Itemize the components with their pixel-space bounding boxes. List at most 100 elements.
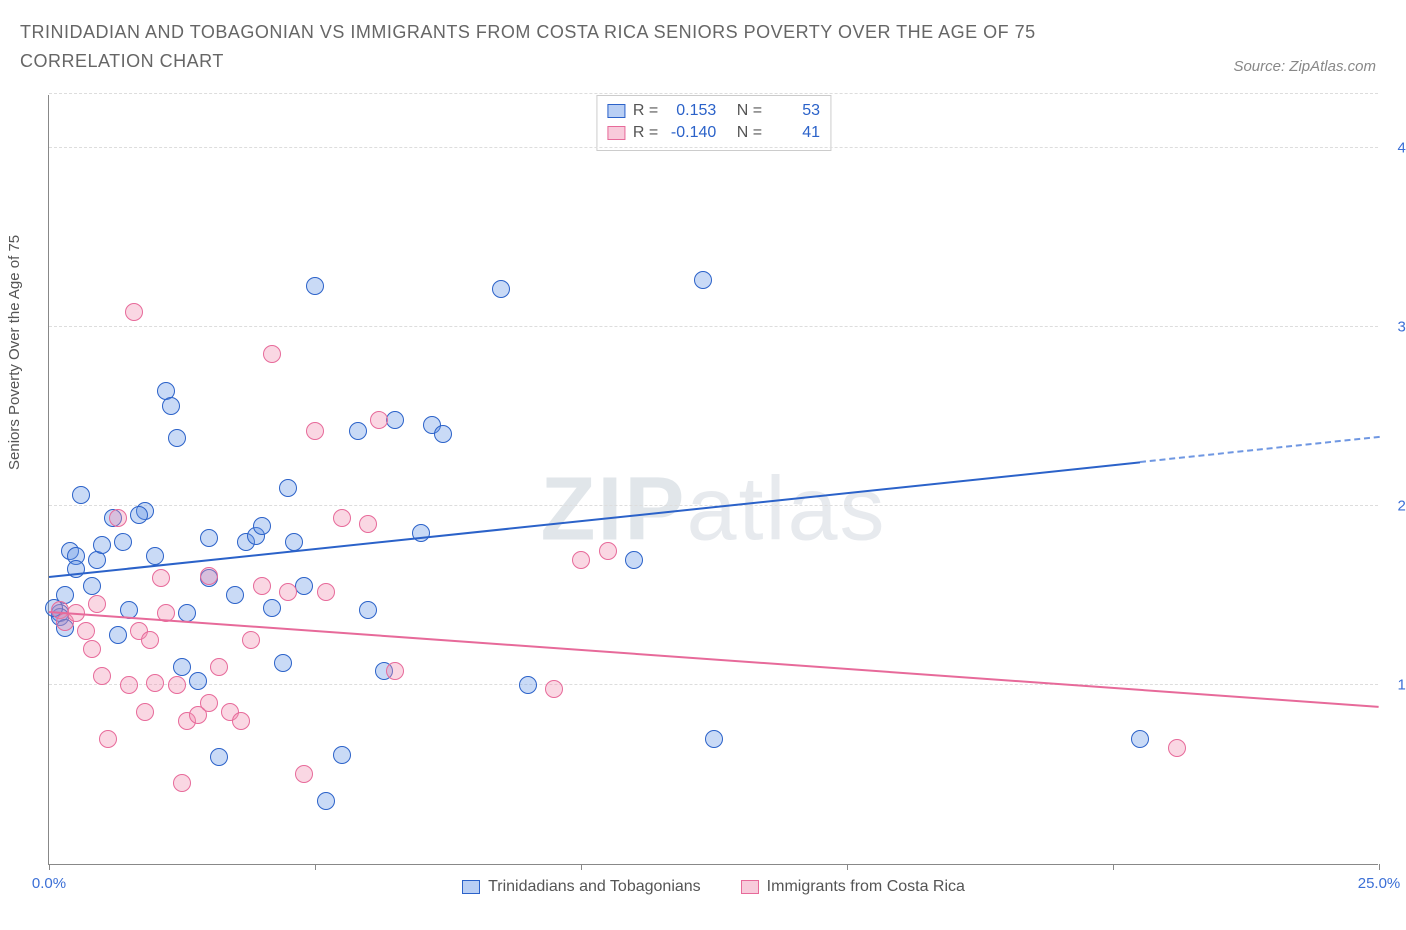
data-point: [263, 345, 281, 363]
n-label: N =: [737, 124, 762, 142]
y-axis-label: Seniors Poverty Over the Age of 75: [6, 235, 23, 470]
trend-line: [49, 611, 1379, 708]
data-point: [141, 631, 159, 649]
data-point: [173, 658, 191, 676]
trend-line: [1139, 436, 1379, 463]
x-tick: [1113, 864, 1114, 870]
source-attribution: Source: ZipAtlas.com: [1233, 58, 1376, 75]
data-point: [545, 680, 563, 698]
r-label: R =: [633, 102, 658, 120]
swatch-series-b: [741, 880, 759, 894]
data-point: [333, 509, 351, 527]
data-point: [599, 542, 617, 560]
data-point: [625, 551, 643, 569]
watermark-light: atlas: [686, 460, 886, 560]
data-point: [146, 674, 164, 692]
data-point: [152, 569, 170, 587]
data-point: [200, 567, 218, 585]
data-point: [173, 774, 191, 792]
data-point: [109, 509, 127, 527]
correlation-row-series-a: R = 0.153 N = 53: [607, 100, 820, 122]
gridline-h: [49, 684, 1378, 685]
gridline-h: [49, 326, 1378, 327]
data-point: [99, 730, 117, 748]
data-point: [130, 506, 148, 524]
legend-item-series-b: Immigrants from Costa Rica: [741, 878, 965, 896]
data-point: [1168, 739, 1186, 757]
chart-title: TRINIDADIAN AND TOBAGONIAN VS IMMIGRANTS…: [20, 18, 1120, 76]
data-point: [359, 515, 377, 533]
data-point: [274, 654, 292, 672]
data-point: [200, 694, 218, 712]
r-label: R =: [633, 124, 658, 142]
data-point: [168, 676, 186, 694]
x-tick-label: 25.0%: [1358, 875, 1401, 892]
data-point: [120, 676, 138, 694]
data-point: [306, 277, 324, 295]
data-point: [279, 583, 297, 601]
x-tick: [49, 864, 50, 870]
data-point: [295, 577, 313, 595]
data-point: [434, 425, 452, 443]
data-point: [162, 397, 180, 415]
data-point: [370, 411, 388, 429]
data-point: [226, 586, 244, 604]
x-tick: [315, 864, 316, 870]
watermark: ZIPatlas: [540, 459, 886, 562]
data-point: [146, 547, 164, 565]
trend-line: [49, 461, 1140, 578]
data-point: [77, 622, 95, 640]
gridline-h: [49, 147, 1378, 148]
data-point: [93, 536, 111, 554]
legend-label-series-a: Trinidadians and Tobagonians: [488, 878, 701, 896]
y-tick-label: 10.0%: [1385, 676, 1406, 693]
data-point: [359, 601, 377, 619]
n-value-series-b: 41: [770, 124, 820, 142]
data-point: [83, 577, 101, 595]
data-point: [109, 626, 127, 644]
y-tick-label: 40.0%: [1385, 139, 1406, 156]
data-point: [295, 765, 313, 783]
x-tick: [581, 864, 582, 870]
data-point: [88, 595, 106, 613]
data-point: [1131, 730, 1149, 748]
n-label: N =: [737, 102, 762, 120]
data-point: [83, 640, 101, 658]
data-point: [125, 303, 143, 321]
swatch-series-a: [462, 880, 480, 894]
data-point: [232, 712, 250, 730]
r-value-series-b: -0.140: [666, 124, 716, 142]
correlation-legend: R = 0.153 N = 53 R = -0.140 N = 41: [596, 95, 831, 151]
data-point: [306, 422, 324, 440]
gridline-h: [49, 93, 1378, 94]
n-value-series-a: 53: [770, 102, 820, 120]
data-point: [285, 533, 303, 551]
legend-item-series-a: Trinidadians and Tobagonians: [462, 878, 701, 896]
data-point: [136, 703, 154, 721]
y-tick-label: 30.0%: [1385, 318, 1406, 335]
series-legend: Trinidadians and Tobagonians Immigrants …: [49, 878, 1378, 896]
data-point: [210, 748, 228, 766]
legend-label-series-b: Immigrants from Costa Rica: [767, 878, 965, 896]
data-point: [253, 517, 271, 535]
scatter-plot-area: ZIPatlas R = 0.153 N = 53 R = -0.140 N =…: [48, 95, 1378, 865]
data-point: [200, 529, 218, 547]
data-point: [705, 730, 723, 748]
x-tick: [1379, 864, 1380, 870]
data-point: [317, 583, 335, 601]
y-tick-label: 20.0%: [1385, 497, 1406, 514]
data-point: [349, 422, 367, 440]
data-point: [253, 577, 271, 595]
data-point: [694, 271, 712, 289]
data-point: [386, 411, 404, 429]
data-point: [333, 746, 351, 764]
data-point: [519, 676, 537, 694]
x-tick-label: 0.0%: [32, 875, 66, 892]
x-tick: [847, 864, 848, 870]
swatch-series-b: [607, 126, 625, 140]
data-point: [114, 533, 132, 551]
data-point: [168, 429, 186, 447]
data-point: [386, 662, 404, 680]
swatch-series-a: [607, 104, 625, 118]
data-point: [242, 631, 260, 649]
